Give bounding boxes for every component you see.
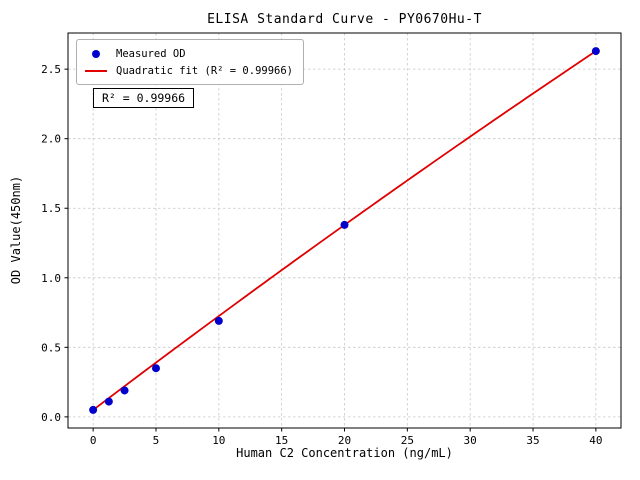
x-tick-label: 0 xyxy=(90,434,97,447)
y-tick-label: 2.5 xyxy=(41,63,61,76)
measured-od-point xyxy=(104,397,113,406)
y-tick-label: 2.0 xyxy=(41,133,61,146)
legend-label-quadratic-fit: Quadratic fit (R² = 0.99966) xyxy=(116,64,294,77)
x-tick-label: 40 xyxy=(589,434,602,447)
x-tick-label: 10 xyxy=(212,434,225,447)
measured-od-point xyxy=(214,316,223,325)
y-tick-label: 1.0 xyxy=(41,272,61,285)
measured-od-point xyxy=(120,386,129,395)
line-marker-icon xyxy=(85,69,107,72)
legend-label-measured-od: Measured OD xyxy=(116,47,186,60)
chart-title: ELISA Standard Curve - PY0670Hu-T xyxy=(207,12,482,27)
measured-od-point xyxy=(591,47,600,56)
x-tick-label: 15 xyxy=(275,434,288,447)
plot-border xyxy=(67,32,622,429)
y-tick-label: 1.5 xyxy=(41,202,61,215)
measured-od-point xyxy=(340,220,349,229)
x-tick-label: 35 xyxy=(526,434,539,447)
measured-od-point xyxy=(89,405,98,414)
x-tick-label: 25 xyxy=(401,434,414,447)
legend-item-quadratic-fit: Quadratic fit (R² = 0.99966) xyxy=(85,62,293,79)
r-squared-annotation: R² = 0.99966 xyxy=(93,88,195,108)
x-tick-label: 5 xyxy=(153,434,160,447)
x-tick-label: 20 xyxy=(338,434,351,447)
scatter-marker-icon xyxy=(92,49,100,58)
measured-od-point xyxy=(151,364,160,373)
x-axis-label: Human C2 Concentration (ng/mL) xyxy=(236,446,453,460)
x-tick-label: 30 xyxy=(464,434,477,447)
y-tick-label: 0.0 xyxy=(41,411,61,424)
y-tick-label: 0.5 xyxy=(41,341,61,354)
legend-item-measured-od: Measured OD xyxy=(85,45,293,62)
chart-legend: Measured OD Quadratic fit (R² = 0.99966) xyxy=(76,39,305,85)
